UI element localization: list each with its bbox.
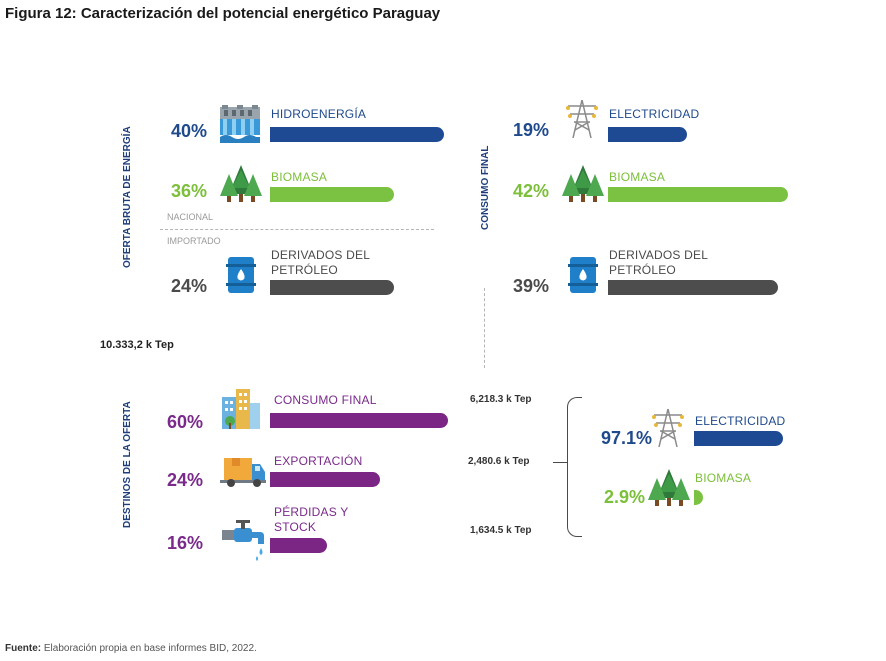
- flow-connector: [484, 288, 485, 368]
- destino-pct-consumo: 60%: [166, 412, 203, 432]
- nacional-importado-divider: [160, 229, 434, 230]
- destino-bar-exportacion: [270, 472, 380, 487]
- importado-label: IMPORTADO: [167, 236, 221, 246]
- trees-icon: [562, 165, 604, 202]
- oil-barrel-icon: [568, 257, 598, 293]
- consumo-label-electricidad: ELECTRICIDAD: [609, 107, 700, 121]
- total-energy: 10.333,2 k Tep: [100, 339, 174, 351]
- destino-tep-consumo: 6,218.3 k Tep: [470, 394, 532, 405]
- oil-barrel-icon: [226, 257, 256, 293]
- consumo-pct-biomasa: 42%: [512, 181, 549, 201]
- export-label-biomasa: BIOMASA: [695, 471, 752, 485]
- consumo-pct-electricidad: 19%: [512, 120, 549, 140]
- export-pct-biomasa: 2.9%: [603, 487, 645, 507]
- destino-pct-exportacion: 24%: [166, 470, 203, 490]
- export-bar-biomasa: [694, 490, 703, 505]
- figure-title: Figura 12: Caracterización del potencial…: [5, 5, 441, 22]
- destino-bar-consumo: [270, 413, 448, 428]
- oferta-label-biomasa: BIOMASA: [271, 170, 328, 184]
- delivery-truck-icon: [220, 458, 266, 487]
- footer-source: Fuente: Elaboración propia en base infor…: [5, 643, 257, 654]
- trees-icon: [648, 469, 690, 506]
- buildings-icon: [222, 389, 260, 429]
- export-bracket: [567, 397, 582, 537]
- axis-label-oferta: OFERTA BRUTA DE ENERGÍA: [122, 126, 133, 268]
- dam-icon: [220, 105, 260, 143]
- power-tower-icon: [566, 99, 598, 139]
- destino-tep-exportacion: 2,480.6 k Tep: [468, 456, 530, 467]
- destino-label-consumo: CONSUMO FINAL: [274, 393, 377, 407]
- oferta-pct-hidro: 40%: [170, 121, 207, 141]
- oferta-bar-biomasa: [270, 187, 394, 202]
- oferta-label-hidro: HIDROENERGÍA: [271, 107, 367, 121]
- oferta-pct-biomasa: 36%: [170, 181, 207, 201]
- oferta-bar-petroleo: [270, 280, 394, 295]
- destino-bar-perdidas: [270, 538, 327, 553]
- export-pct-electricidad: 97.1%: [600, 428, 652, 448]
- consumo-label-biomasa: BIOMASA: [609, 170, 666, 184]
- oferta-bar-hidro: [270, 127, 444, 142]
- power-tower-icon: [652, 408, 684, 448]
- export-bracket-tick: [553, 462, 567, 463]
- nacional-label: NACIONAL: [167, 212, 214, 222]
- destino-label-exportacion: EXPORTACIÓN: [274, 454, 363, 468]
- export-label-electricidad: ELECTRICIDAD: [695, 414, 786, 428]
- destino-tep-perdidas: 1,634.5 k Tep: [470, 525, 532, 536]
- consumo-bar-petroleo: [608, 280, 778, 295]
- axis-label-destinos: DESTINOS DE LA OFERTA: [122, 401, 133, 528]
- export-bar-electricidad: [694, 431, 783, 446]
- consumo-pct-petroleo: 39%: [512, 276, 549, 296]
- destino-label-perdidas: PÉRDIDAS Y STOCK: [274, 505, 349, 534]
- consumo-label-petroleo: DERIVADOS DEL PETRÓLEO: [609, 248, 708, 277]
- oferta-label-petroleo: DERIVADOS DEL PETRÓLEO: [271, 248, 370, 277]
- consumo-bar-biomasa: [608, 187, 788, 202]
- trees-icon: [220, 165, 262, 202]
- leaking-faucet-icon: [222, 520, 264, 561]
- oferta-pct-petroleo: 24%: [170, 276, 207, 296]
- footer-label: Fuente:: [5, 643, 42, 654]
- destino-pct-perdidas: 16%: [166, 533, 203, 553]
- footer-text: Elaboración propia en base informes BID,…: [43, 643, 257, 654]
- consumo-bar-electricidad: [608, 127, 687, 142]
